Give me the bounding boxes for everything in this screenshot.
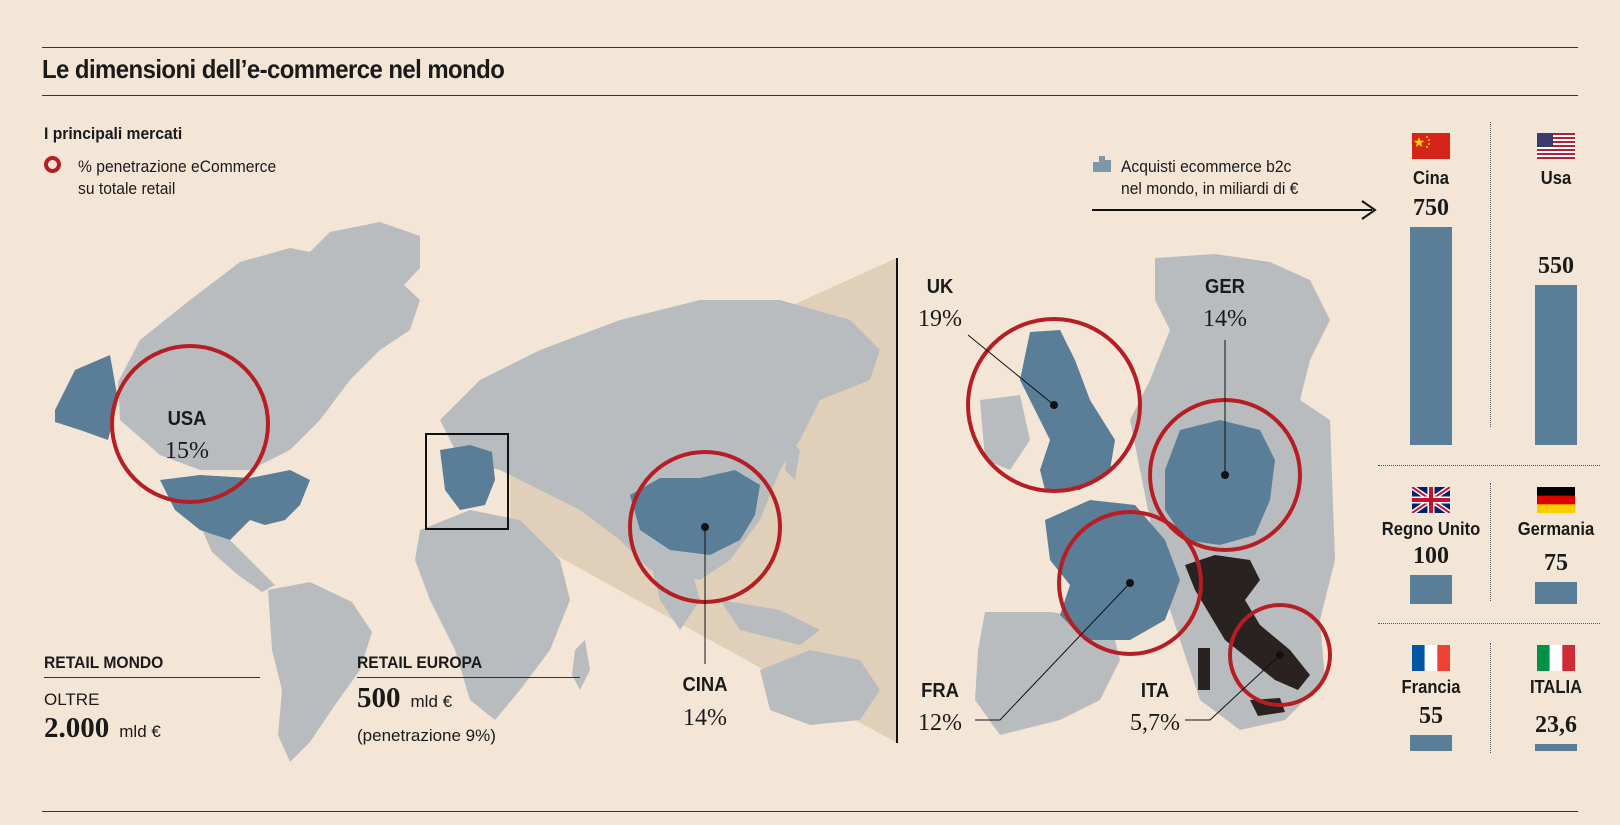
cina-bar (1410, 227, 1452, 445)
usa-flag (1537, 133, 1575, 159)
uk-flag (1412, 487, 1450, 513)
france-leader (975, 582, 1131, 721)
ring-legend-text: % penetrazione eCommerce su totale retai… (78, 156, 276, 200)
retail-world-rule (44, 677, 260, 678)
usa-ring (110, 344, 270, 504)
separator-h2 (1378, 623, 1600, 624)
usa-highlight (160, 470, 310, 540)
alaska-highlight (55, 355, 118, 440)
retail-world-number: 2.000 (44, 712, 110, 744)
legend-heading: I principali mercati (44, 124, 183, 143)
usa-name: Usa (1540, 168, 1572, 188)
uk-leader (967, 334, 1055, 406)
europe-zoom-box (425, 433, 509, 530)
germany-label: GER (1205, 276, 1245, 298)
italy-pct: 5,7% (1130, 710, 1180, 736)
uk-name: Regno Unito (1381, 519, 1481, 539)
uk-label: UK (926, 276, 954, 298)
china-pct: 14% (683, 705, 727, 731)
france-pct: 12% (918, 710, 962, 736)
retail-world-unit: mld € (119, 722, 161, 741)
france-bar (1410, 735, 1452, 751)
uk-ring (966, 317, 1142, 493)
usa-bar (1535, 285, 1577, 445)
germany-pct: 14% (1203, 306, 1247, 332)
germany-bar (1535, 582, 1577, 604)
china-label: CINA (682, 674, 728, 696)
separator-v3 (1490, 643, 1491, 753)
usa-label: USA (167, 408, 207, 430)
italy-leader (1185, 654, 1281, 721)
retail-world-prefix: OLTRE (44, 690, 100, 709)
china-flag (1412, 133, 1450, 159)
retail-world-heading: RETAIL MONDO (44, 653, 164, 672)
france-ring (1057, 510, 1203, 656)
separator-v1 (1490, 122, 1491, 427)
italy-ring (1228, 603, 1332, 707)
separator-h1 (1378, 465, 1600, 466)
germany-flag (1537, 487, 1575, 513)
germany-value: 75 (1544, 550, 1568, 577)
ring-legend-line2: su totale retail (78, 179, 176, 198)
bar-legend-text: Acquisti ecommerce b2c nel mondo, in mil… (1121, 156, 1298, 200)
italy-value: 23,6 (1535, 712, 1577, 739)
bottom-rule (42, 811, 1578, 812)
retail-europe-note: (penetrazione 9%) (357, 726, 496, 745)
italy-flag (1537, 645, 1575, 671)
france-value: 55 (1419, 703, 1443, 729)
italy-bar (1535, 744, 1577, 751)
page-title: Le dimensioni dell’e-commerce nel mondo (42, 54, 505, 84)
bar-legend-line2: nel mondo, in miliardi di € (1121, 179, 1299, 198)
uk-value: 100 (1413, 542, 1449, 569)
retail-europe-unit: mld € (410, 692, 453, 711)
retail-world-value: 2.000 mld € (44, 712, 161, 745)
top-rule (42, 47, 1578, 48)
arrow-head-icon (1361, 200, 1377, 220)
italy-name: ITALIA (1529, 677, 1583, 697)
uk-bar (1410, 574, 1452, 604)
title-rule (42, 95, 1578, 96)
ring-legend-icon (44, 156, 61, 173)
germany-highlight (1165, 420, 1275, 545)
uk-highlight (1020, 330, 1115, 490)
italy-highlight (1185, 555, 1310, 716)
retail-europe-rule (357, 677, 580, 678)
cina-value: 750 (1413, 195, 1449, 221)
uk-pct: 19% (918, 306, 962, 332)
retail-europe-number: 500 (357, 682, 401, 714)
germany-name: Germania (1517, 519, 1595, 539)
europe-highlight (440, 445, 495, 510)
italy-label: ITA (1140, 680, 1170, 702)
china-highlight (630, 470, 760, 555)
cina-name: Cina (1413, 168, 1449, 188)
bar-legend-line1: Acquisti ecommerce b2c (1121, 157, 1292, 176)
usa-pct: 15% (165, 438, 209, 464)
ring-legend-line1: % penetrazione eCommerce (78, 157, 277, 176)
france-name: Francia (1401, 677, 1461, 697)
separator-v2 (1490, 483, 1491, 601)
france-label: FRA (921, 680, 959, 702)
retail-europe-heading: RETAIL EUROPA (357, 653, 483, 672)
bar-legend-icon (1093, 156, 1111, 172)
france-flag (1412, 645, 1450, 671)
retail-europe-value: 500 mld € (357, 682, 452, 715)
world-land (118, 222, 880, 762)
usa-value: 550 (1538, 253, 1574, 280)
